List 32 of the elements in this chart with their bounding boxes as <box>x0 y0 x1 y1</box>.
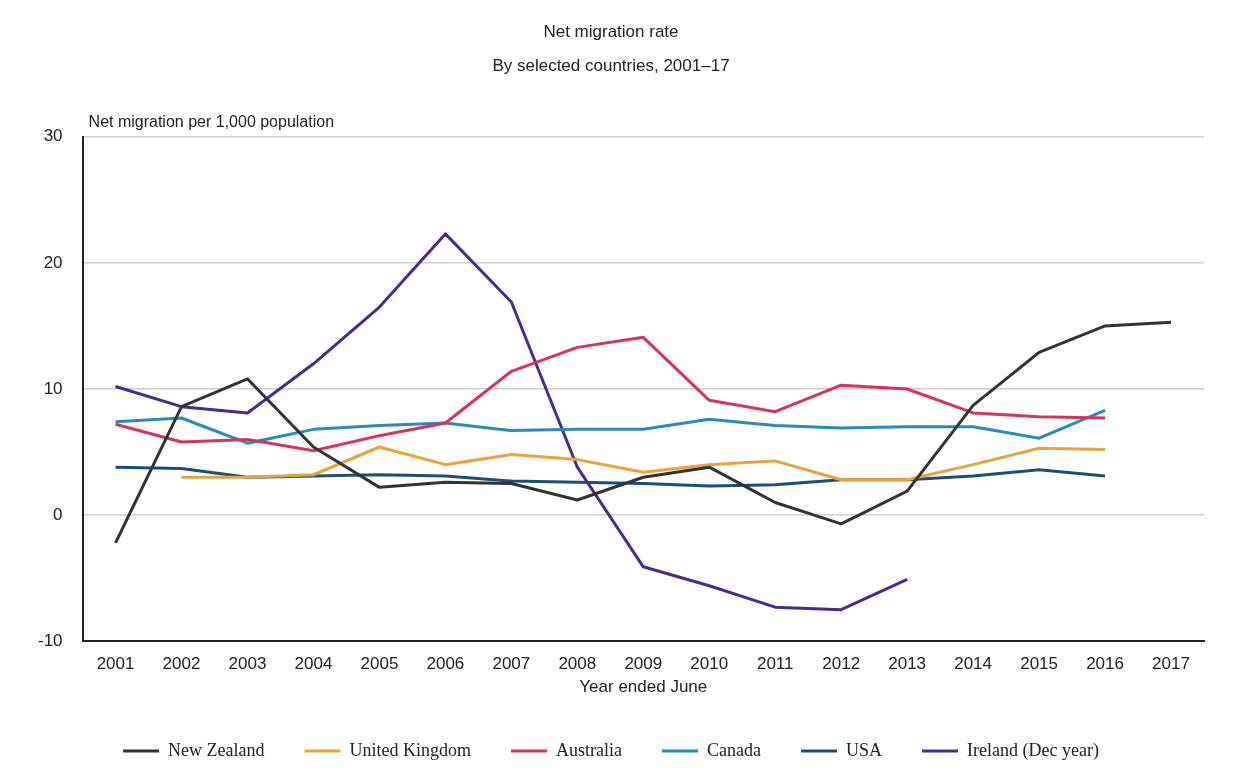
legend-label: Australia <box>556 739 623 760</box>
legend-label: USA <box>845 739 883 760</box>
x-tick-label: 2005 <box>360 654 399 674</box>
x-tick-label: 2009 <box>624 654 663 674</box>
y-tick-label: 0 <box>53 504 63 524</box>
x-tick-label: 2006 <box>426 654 465 674</box>
x-tick-label: 2002 <box>162 654 201 674</box>
x-tick-label: 2014 <box>954 654 993 674</box>
x-tick-label: 2015 <box>1020 654 1058 674</box>
x-axis-title: Year ended June <box>579 677 708 697</box>
legend-label: United Kingdom <box>349 739 472 760</box>
x-tick-label: 2017 <box>1152 654 1190 674</box>
x-tick-label: 2007 <box>492 654 531 674</box>
x-tick-label: 2012 <box>822 654 861 674</box>
x-tick-label: 2011 <box>756 654 794 674</box>
x-tick-label: 2001 <box>96 654 135 674</box>
legend-label: Ireland (Dec year) <box>967 739 1099 761</box>
y-axis-title: Net migration per 1,000 population <box>88 113 335 131</box>
x-tick-label: 2008 <box>558 654 597 674</box>
x-tick-label: 2004 <box>294 654 333 674</box>
y-tick-label: 30 <box>43 126 63 146</box>
chart-title: Net migration rate <box>543 21 679 41</box>
x-tick-label: 2013 <box>888 654 927 674</box>
y-tick-label: 20 <box>43 252 63 272</box>
legend-label: Canada <box>707 739 761 760</box>
x-tick-label: 2016 <box>1086 654 1124 674</box>
y-tick-label: 10 <box>43 378 63 398</box>
x-tick-label: 2010 <box>690 654 729 674</box>
chart-subtitle: By selected countries, 2001–17 <box>492 56 730 76</box>
x-tick-label: 2003 <box>228 654 267 674</box>
y-tick-label: -10 <box>37 630 63 650</box>
legend-label: New Zealand <box>168 739 265 760</box>
